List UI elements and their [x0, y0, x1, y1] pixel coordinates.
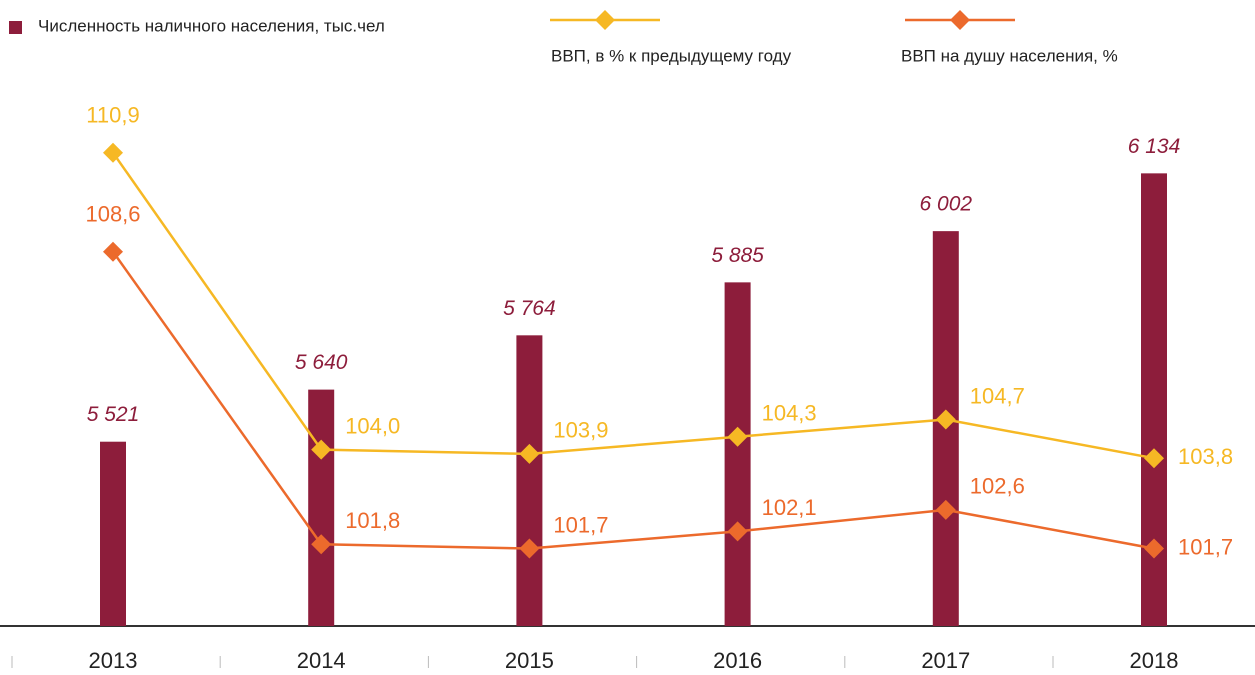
bar-value-label: 6 134 [1128, 135, 1181, 158]
line-marker [519, 538, 540, 559]
bar [724, 282, 751, 626]
bar-value-label: 5 640 [295, 351, 348, 374]
bar-value-label: 6 002 [920, 193, 973, 216]
line-marker [1144, 538, 1164, 559]
line-marker [103, 142, 123, 163]
line-value-label: 102,6 [970, 474, 1025, 499]
legend-label: ВВП, в % к предыдущему году [551, 46, 792, 65]
line-value-label: 101,7 [553, 512, 608, 537]
line-marker [727, 521, 748, 542]
bar-value-label: 5 521 [87, 403, 140, 426]
line-marker [519, 443, 540, 464]
bar-value-label: 5 885 [711, 244, 764, 267]
line-marker [935, 499, 956, 520]
line-value-label: 110,9 [86, 103, 139, 128]
line-value-label: 104,3 [762, 401, 817, 426]
line-marker [935, 409, 956, 430]
x-tick-label: 2015 [505, 648, 554, 673]
legend-swatch [950, 10, 970, 30]
line-marker [727, 426, 748, 447]
legend-swatch [595, 10, 615, 30]
line-marker [1144, 448, 1164, 469]
line-marker [103, 241, 123, 262]
line-value-label: 103,8 [1178, 444, 1233, 469]
bar [308, 389, 335, 626]
line-marker [311, 534, 332, 555]
legend-label: Численность наличного населения, тыс.чел [38, 16, 385, 35]
line-value-label: 101,7 [1178, 534, 1233, 559]
line [111, 250, 1155, 550]
x-tick-label: 2017 [921, 648, 970, 673]
line [111, 152, 1155, 460]
legend-swatch [9, 21, 22, 34]
x-tick-label: 2014 [297, 648, 346, 673]
line-value-label: 104,7 [970, 383, 1025, 408]
bar [100, 441, 126, 626]
line-value-label: 101,8 [345, 508, 400, 533]
line-marker [311, 439, 332, 460]
legend-label: ВВП на душу населения, % [901, 46, 1118, 65]
x-tick-label: 2016 [713, 648, 762, 673]
line-value-label: 108,6 [85, 202, 140, 227]
line-value-label: 104,0 [345, 413, 400, 438]
line-value-label: 103,9 [553, 418, 608, 443]
bar [516, 335, 543, 626]
bar-value-label: 5 764 [503, 297, 556, 320]
line-value-label: 102,1 [762, 495, 817, 520]
x-tick-label: 2018 [1130, 648, 1179, 673]
x-tick-label: 2013 [89, 648, 138, 673]
